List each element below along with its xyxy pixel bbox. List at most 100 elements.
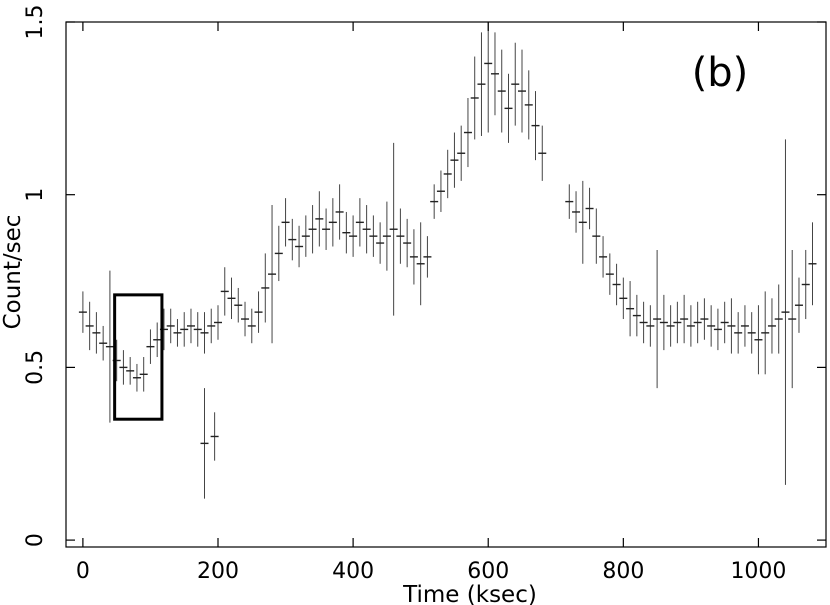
data-point [281, 198, 290, 247]
data-point [693, 301, 702, 344]
data-point [565, 184, 574, 219]
data-point [646, 305, 655, 347]
data-point [774, 284, 783, 354]
data-point [180, 312, 189, 347]
data-point [788, 249, 797, 389]
data-point [794, 277, 803, 333]
y-tick-label: 0 [23, 533, 48, 547]
data-point [355, 198, 364, 247]
data-point [274, 225, 283, 282]
data-point [295, 225, 304, 268]
data-point [389, 142, 398, 316]
data-point [524, 70, 533, 140]
data-point [396, 208, 405, 264]
data-point [315, 191, 324, 247]
data-point [409, 229, 418, 285]
data-point [369, 215, 378, 257]
data-point [801, 249, 810, 320]
data-point [639, 301, 648, 344]
data-point [686, 305, 695, 347]
axis-ticks: 0 200 400 600 800 1000 0 0.5 1 1.5 [23, 5, 826, 584]
data-point [261, 253, 270, 323]
data-point [470, 56, 479, 140]
data-point [362, 205, 371, 254]
data-point [403, 218, 412, 268]
data-point [423, 236, 432, 278]
data-point [268, 205, 277, 344]
data-point [680, 294, 689, 344]
y-axis-title: Count/sec [0, 215, 26, 330]
plot-frame [65, 21, 827, 548]
data-point [713, 308, 722, 351]
data-point [484, 22, 493, 133]
data-point [734, 312, 743, 354]
data-point [193, 312, 202, 347]
panel-label: (b) [692, 50, 749, 96]
data-point [457, 125, 466, 181]
data-point [247, 308, 256, 344]
data-point [322, 208, 331, 250]
x-tick-label: 1000 [730, 559, 786, 584]
data-point [450, 132, 459, 188]
data-point [747, 312, 756, 354]
data-point [241, 301, 250, 337]
data-point [207, 308, 216, 344]
data-point [605, 253, 614, 295]
data-point [781, 139, 790, 485]
x-tick-label: 400 [332, 559, 374, 584]
x-tick-label: 800 [602, 559, 644, 584]
data-point [173, 319, 182, 347]
data-points [78, 22, 817, 499]
data-point [146, 329, 155, 364]
data-point [328, 198, 337, 247]
data-point [430, 184, 439, 219]
data-point [490, 32, 499, 116]
data-point [808, 222, 817, 306]
data-point [504, 73, 513, 143]
data-point [518, 49, 526, 133]
data-point [92, 312, 101, 354]
data-point [707, 305, 716, 347]
data-point [210, 412, 219, 461]
data-point [497, 49, 506, 133]
data-point [78, 291, 87, 333]
data-point [463, 97, 472, 168]
data-point [335, 184, 344, 240]
data-point [308, 205, 317, 254]
data-point [119, 350, 128, 385]
data-point [599, 236, 608, 278]
data-point [85, 301, 94, 351]
y-tick-label: 1.5 [23, 5, 48, 40]
data-point [443, 149, 452, 199]
data-point [720, 301, 729, 344]
data-point [619, 277, 628, 320]
x-tick-label: 200 [197, 559, 239, 584]
data-point [376, 222, 385, 264]
data-point [761, 291, 770, 375]
data-point [349, 215, 358, 257]
data-point [139, 357, 148, 392]
data-point [740, 305, 749, 347]
data-point [578, 180, 587, 264]
data-point [653, 249, 662, 389]
data-point [301, 215, 310, 257]
data-point [538, 125, 547, 181]
data-point [200, 312, 209, 354]
data-point [436, 170, 445, 212]
data-point [126, 357, 135, 385]
data-point [612, 263, 621, 306]
x-tick-label: 600 [467, 559, 509, 584]
highlight-box [113, 293, 164, 421]
data-point [700, 298, 709, 340]
data-point [132, 363, 141, 392]
data-point [153, 322, 162, 358]
data-point [342, 211, 351, 254]
data-point [220, 267, 229, 316]
data-point [626, 281, 635, 337]
data-point [200, 388, 209, 499]
data-point [227, 277, 236, 320]
data-point [166, 308, 175, 344]
data-point [186, 308, 195, 344]
data-point [214, 305, 222, 340]
